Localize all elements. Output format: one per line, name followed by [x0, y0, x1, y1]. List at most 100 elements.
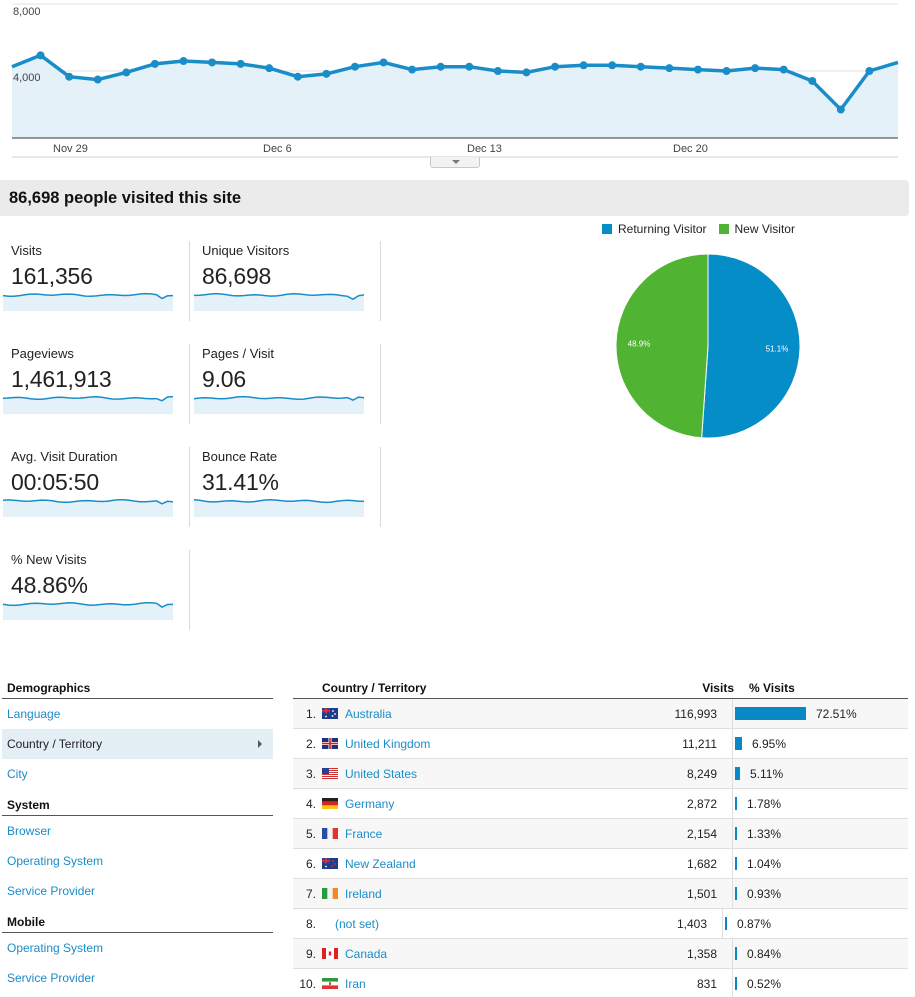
- trend-point[interactable]: [36, 51, 45, 60]
- trend-point[interactable]: [150, 59, 159, 68]
- metric-new-visits[interactable]: % New Visits 48.86%: [0, 550, 190, 630]
- metric-unique-visitors[interactable]: Unique Visitors 86,698: [191, 241, 381, 321]
- nav-item-language[interactable]: Language: [7, 707, 61, 721]
- trend-point[interactable]: [493, 67, 502, 75]
- trend-point[interactable]: [122, 68, 131, 77]
- metric-pages-per-visit[interactable]: Pages / Visit 9.06: [191, 344, 381, 424]
- row-visits: 8,249: [578, 759, 733, 788]
- trend-point[interactable]: [236, 59, 245, 68]
- header-pct-visits[interactable]: % Visits: [749, 681, 795, 695]
- row-pct: 72.51%: [816, 706, 857, 721]
- pie-legend: Returning Visitor New Visitor: [602, 222, 795, 236]
- nav-item-browser[interactable]: Browser: [7, 824, 52, 838]
- row-country-link[interactable]: (not set): [335, 917, 380, 931]
- row-pct-cell: 0.84%: [733, 939, 908, 968]
- trend-point[interactable]: [693, 65, 702, 74]
- trend-point[interactable]: [65, 72, 74, 81]
- header-visits[interactable]: Visits: [702, 681, 734, 695]
- metric-label: Unique Visitors: [202, 243, 290, 258]
- trend-point[interactable]: [865, 67, 874, 75]
- metric-value: 86,698: [202, 263, 272, 289]
- row-rank: 4.: [305, 797, 316, 811]
- ie-flag-icon: [320, 879, 345, 908]
- legend-returning-visitor[interactable]: Returning Visitor: [602, 222, 707, 236]
- header-country[interactable]: Country / Territory: [322, 681, 427, 695]
- metric-bounce-rate[interactable]: Bounce Rate 31.41%: [191, 447, 381, 527]
- pie-slice-label: 48.9%: [628, 340, 651, 349]
- trend-point[interactable]: [608, 61, 617, 70]
- row-pct-bar: [735, 947, 737, 960]
- metric-value: 31.41%: [202, 469, 279, 495]
- metric-value: 48.86%: [11, 572, 88, 598]
- nav-heading-demographics: Demographics: [2, 676, 273, 699]
- nav-heading-system: System: [2, 793, 273, 816]
- trend-point[interactable]: [436, 62, 445, 71]
- table-row[interactable]: 2. United Kingdom 11,211 6.95%: [293, 729, 908, 759]
- table-row[interactable]: 5. France 2,154 1.33%: [293, 819, 908, 849]
- row-country-link[interactable]: Germany: [345, 797, 395, 811]
- sparkline-area: [3, 499, 173, 517]
- trend-point[interactable]: [722, 67, 731, 75]
- chart-collapse-toggle[interactable]: [430, 157, 480, 168]
- legend-swatch: [718, 224, 729, 234]
- trend-point[interactable]: [408, 65, 417, 74]
- trend-point[interactable]: [208, 58, 217, 67]
- row-country-link[interactable]: United States: [345, 767, 418, 781]
- trend-point[interactable]: [179, 57, 188, 66]
- trend-point[interactable]: [293, 72, 302, 81]
- metric-label: Pages / Visit: [202, 346, 275, 361]
- pie-slice-new-visitor[interactable]: [615, 253, 709, 439]
- row-rank: 7.: [305, 887, 316, 901]
- table-row[interactable]: 1. Australia 116,993 72.51%: [293, 699, 908, 729]
- trend-points: [36, 51, 874, 114]
- row-country-link[interactable]: Australia: [345, 707, 392, 721]
- nav-item-city[interactable]: City: [7, 767, 28, 781]
- metric-avg-visit-duration[interactable]: Avg. Visit Duration 00:05:50: [0, 447, 190, 527]
- metric-pageviews[interactable]: Pageviews 1,461,913: [0, 344, 190, 424]
- trend-point[interactable]: [836, 105, 845, 114]
- trend-point[interactable]: [579, 61, 588, 70]
- nav-item-mobile-service-provider[interactable]: Service Provider: [7, 971, 96, 985]
- nav-item-mobile-operating-system[interactable]: Operating System: [7, 941, 104, 955]
- row-country-link[interactable]: United Kingdom: [345, 737, 431, 751]
- trend-point[interactable]: [751, 64, 760, 73]
- trend-point[interactable]: [322, 69, 331, 78]
- table-row[interactable]: 3. United States 8,249 5.11%: [293, 759, 908, 789]
- metric-visits[interactable]: Visits 161,356: [0, 241, 190, 321]
- trend-point[interactable]: [522, 68, 531, 77]
- trend-point[interactable]: [350, 62, 359, 71]
- trend-point[interactable]: [636, 62, 645, 71]
- nav-item-service-provider[interactable]: Service Provider: [7, 884, 96, 898]
- table-row[interactable]: 10. Iran 831 0.52%: [293, 969, 908, 997]
- table-row[interactable]: 4. Germany 2,872 1.78%: [293, 789, 908, 819]
- row-pct-cell: 5.11%: [733, 759, 908, 788]
- table-row[interactable]: 9. Canada 1,358 0.84%: [293, 939, 908, 969]
- sparkline-line: [193, 395, 365, 401]
- row-rank: 10.: [299, 977, 316, 991]
- trend-point[interactable]: [93, 75, 102, 84]
- trend-point[interactable]: [379, 58, 388, 67]
- table-row[interactable]: 6. New Zealand 1,682 1.04%: [293, 849, 908, 879]
- trend-point[interactable]: [465, 62, 474, 71]
- nav-item-country-territory[interactable]: Country / Territory: [2, 729, 273, 759]
- table-row[interactable]: 8. (not set) 1,403 0.87%: [293, 909, 908, 939]
- trend-point[interactable]: [265, 64, 274, 73]
- sparkline-area: [194, 396, 364, 414]
- row-country-link[interactable]: France: [345, 827, 383, 841]
- row-country-link[interactable]: Canada: [345, 947, 388, 961]
- row-rank: 1.: [305, 707, 316, 721]
- row-pct-bar: [735, 797, 737, 810]
- trend-point[interactable]: [551, 62, 560, 71]
- row-country-link[interactable]: Iran: [345, 977, 366, 991]
- trend-point[interactable]: [808, 76, 817, 85]
- pie-slice-returning-visitor[interactable]: [701, 253, 801, 439]
- legend-new-visitor[interactable]: New Visitor: [718, 222, 795, 236]
- table-row[interactable]: 7. Ireland 1,501 0.93%: [293, 879, 908, 909]
- metric-label: Pageviews: [11, 346, 74, 361]
- row-country-link[interactable]: New Zealand: [345, 857, 416, 871]
- nav-item-operating-system[interactable]: Operating System: [7, 854, 104, 868]
- row-country-link[interactable]: Ireland: [345, 887, 382, 901]
- trend-point[interactable]: [665, 64, 674, 73]
- trend-point[interactable]: [779, 65, 788, 74]
- row-visits: 831: [578, 969, 733, 997]
